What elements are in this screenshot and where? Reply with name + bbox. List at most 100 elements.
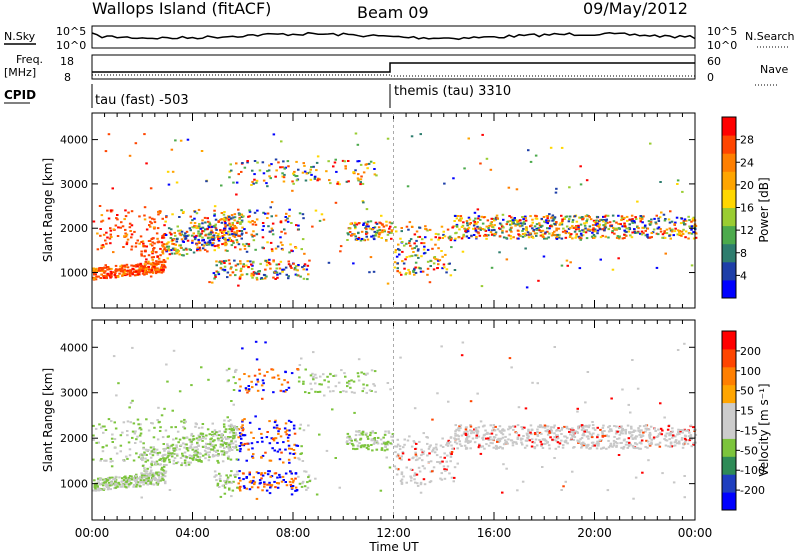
scatter-cell	[282, 268, 286, 271]
scatter-cell	[450, 444, 453, 447]
scatter-cell	[153, 267, 157, 270]
scatter-cell	[350, 233, 354, 236]
scatter-cell	[293, 443, 296, 446]
scatter-cell	[240, 433, 243, 436]
scatter-cell	[162, 458, 166, 461]
scatter-cell	[298, 364, 302, 366]
scatter-cell	[374, 234, 377, 237]
scatter-cell	[254, 340, 258, 343]
scatter-cell	[236, 220, 239, 223]
scatter-cell	[157, 260, 161, 263]
scatter-cell	[389, 388, 392, 391]
scatter-cell	[418, 226, 422, 229]
scatter-cell	[229, 163, 232, 166]
scatter-cell	[590, 441, 594, 444]
scatter-cell	[466, 228, 470, 231]
scatter-cell	[561, 218, 564, 221]
scatter-cell	[616, 437, 619, 440]
scatter-cell	[371, 430, 374, 433]
scatter-cell	[150, 269, 154, 272]
scatter-cell	[226, 271, 230, 274]
scatter-cell	[204, 453, 207, 456]
scatter-cell	[584, 215, 588, 218]
scatter-cell	[128, 448, 132, 451]
scatter-cell	[292, 173, 296, 176]
scatter-cell	[250, 233, 253, 236]
scatter-cell	[239, 223, 242, 225]
scatter-cell	[286, 439, 290, 442]
scatter-cell	[266, 217, 269, 219]
scatter-cell	[415, 442, 418, 445]
scatter-cell	[516, 229, 520, 232]
scatter-cell	[427, 447, 431, 450]
scatter-cell	[198, 227, 201, 230]
scatter-cell	[219, 229, 222, 232]
scatter-cell	[344, 165, 347, 168]
scatter-cell	[262, 389, 265, 392]
scatter-cell	[262, 225, 265, 228]
scatter-cell	[346, 385, 349, 388]
scatter-cell	[410, 445, 414, 448]
colorbar-tick-label: -200	[740, 484, 765, 497]
scatter-cell	[162, 263, 166, 266]
scatter-cell	[274, 247, 278, 250]
scatter-cell	[194, 425, 197, 428]
scatter-cell	[164, 249, 168, 252]
scatter-cell	[122, 459, 125, 462]
velocity-data-cells	[92, 340, 698, 500]
scatter-cell	[364, 433, 368, 436]
scatter-cell	[151, 475, 155, 478]
scatter-cell	[588, 432, 592, 435]
scatter-cell	[238, 389, 241, 392]
scatter-cell	[449, 239, 453, 242]
scatter-cell	[162, 270, 165, 273]
scatter-cell	[564, 232, 568, 235]
scatter-cell	[614, 441, 617, 443]
scatter-cell	[155, 232, 159, 235]
scatter-cell	[104, 239, 107, 242]
scatter-cell	[564, 215, 568, 218]
scatter-cell	[224, 237, 227, 240]
scatter-cell	[654, 443, 658, 446]
scatter-cell	[533, 225, 537, 228]
scatter-cell	[515, 442, 518, 445]
scatter-cell	[128, 483, 131, 486]
scatter-cell	[487, 438, 491, 441]
scatter-cell	[644, 445, 647, 448]
scatter-cell	[235, 433, 238, 436]
scatter-cell	[631, 438, 635, 440]
scatter-cell	[200, 432, 203, 435]
scatter-cell	[240, 426, 243, 429]
scatter-cell	[143, 270, 147, 273]
scatter-cell	[218, 430, 221, 433]
scatter-cell	[466, 222, 469, 225]
scatter-cell	[395, 473, 399, 476]
scatter-cell	[498, 251, 501, 254]
scatter-cell	[97, 267, 101, 270]
scatter-cell	[230, 169, 233, 172]
scatter-cell	[216, 449, 219, 452]
scatter-cell	[540, 443, 543, 446]
scatter-cell	[100, 247, 103, 250]
scatter-cell	[315, 376, 318, 379]
scatter-cell	[495, 445, 499, 448]
scatter-cell	[346, 432, 350, 435]
scatter-cell	[601, 430, 604, 433]
scatter-cell	[96, 248, 100, 251]
scatter-cell	[560, 439, 563, 442]
scatter-cell	[674, 227, 677, 230]
scatter-cell	[213, 429, 217, 432]
scatter-cell	[314, 382, 317, 385]
scatter-cell	[218, 261, 221, 264]
scatter-cell	[248, 488, 252, 491]
scatter-cell	[538, 229, 541, 232]
scatter-cell	[447, 439, 450, 442]
scatter-cell	[191, 219, 194, 222]
colorbar-swatch	[722, 171, 736, 190]
scatter-cell	[230, 214, 234, 217]
scatter-cell	[592, 432, 595, 435]
scatter-cell	[279, 221, 283, 224]
scatter-cell	[268, 470, 271, 473]
scatter-cell	[134, 481, 138, 484]
scatter-cell	[411, 247, 414, 250]
